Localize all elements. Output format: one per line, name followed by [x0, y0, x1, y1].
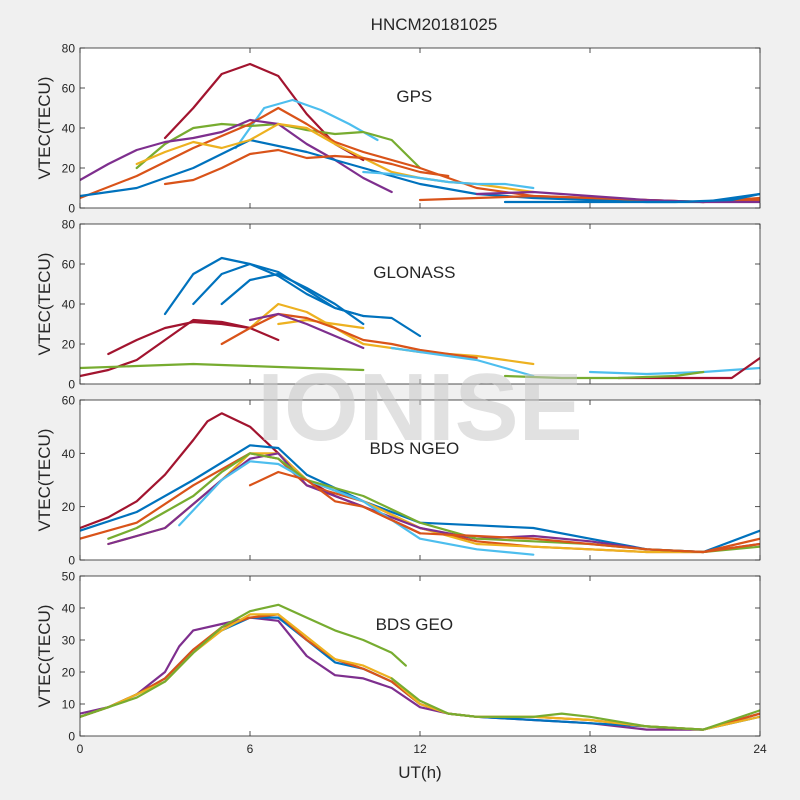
y-tick-label: 0 [68, 730, 75, 744]
axes-panel-3: 0 20 40 60 VTEC(TECU) BDS NGEO [35, 394, 761, 568]
series-line-2 [234, 98, 379, 150]
y-tick-label: 40 [62, 298, 76, 312]
series-line-12 [588, 366, 760, 376]
series-line-6 [390, 677, 760, 731]
y-tick-label: 80 [62, 42, 76, 56]
y-tick-label: 40 [62, 447, 76, 461]
y-tick-label: 60 [62, 394, 76, 408]
series-line-3 [220, 272, 365, 326]
figure-title: HNCM20181025 [371, 15, 498, 34]
y-tick-label: 50 [62, 570, 76, 584]
panel-annotation: GLONASS [373, 263, 455, 282]
panel-annotation: BDS GEO [376, 615, 453, 634]
series-line-8 [163, 148, 450, 186]
y-tick-label: 60 [62, 82, 76, 96]
series-line-11 [80, 362, 365, 372]
series-group [80, 412, 760, 556]
x-tick-label: 24 [753, 742, 767, 756]
series-group [80, 62, 760, 204]
y-tick-label: 10 [62, 698, 76, 712]
series-line-5 [80, 118, 393, 194]
series-line-11 [475, 190, 760, 204]
y-tick-label: 40 [62, 602, 76, 616]
y-tick-label: 20 [62, 162, 76, 176]
y-tick-label: 60 [62, 258, 76, 272]
panel-annotation: GPS [396, 87, 432, 106]
x-tick-label: 18 [583, 742, 597, 756]
y-axis-label: VTEC(TECU) [35, 605, 54, 708]
y-axis-label: VTEC(TECU) [35, 429, 54, 532]
y-tick-label: 0 [68, 378, 75, 392]
x-axis-label: UT(h) [398, 763, 441, 782]
series-line-2 [192, 262, 365, 318]
series-line-9 [248, 312, 365, 350]
x-tick-label: 6 [247, 742, 254, 756]
series-group [80, 256, 760, 380]
watermark-text: IONISE [257, 354, 582, 461]
axes-panel-1: 0 20 40 60 80 VTEC(TECU) GPS [35, 42, 761, 216]
plot-area [80, 576, 760, 736]
series-line-5 [80, 603, 407, 718]
x-tick-label: 0 [77, 742, 84, 756]
series-line-9 [362, 170, 535, 190]
series-line-1 [163, 256, 422, 338]
x-tick-label: 12 [413, 742, 427, 756]
series-group [80, 603, 760, 731]
y-tick-label: 20 [62, 338, 76, 352]
panel-annotation: BDS NGEO [369, 439, 459, 458]
series-line-8 [220, 312, 478, 360]
y-tick-label: 80 [62, 218, 76, 232]
y-tick-label: 0 [68, 554, 75, 568]
y-tick-label: 40 [62, 122, 76, 136]
y-tick-label: 30 [62, 634, 76, 648]
axes-panel-2: 0 20 40 60 80 VTEC(TECU) GLONASS [35, 218, 761, 392]
y-tick-label: 0 [68, 202, 75, 216]
series-line-10 [390, 346, 535, 378]
y-tick-label: 20 [62, 500, 76, 514]
y-axis-label: VTEC(TECU) [35, 253, 54, 356]
y-axis-label: VTEC(TECU) [35, 77, 54, 180]
y-tick-label: 20 [62, 666, 76, 680]
series-line-5 [107, 320, 252, 356]
series-line-12 [503, 192, 760, 204]
series-line-14 [503, 370, 705, 380]
series-line-8 [248, 470, 760, 554]
axes-panel-4: 0 10 20 30 40 50 0 6 12 18 24 VTEC(TECU) BDS GEO [35, 570, 767, 757]
